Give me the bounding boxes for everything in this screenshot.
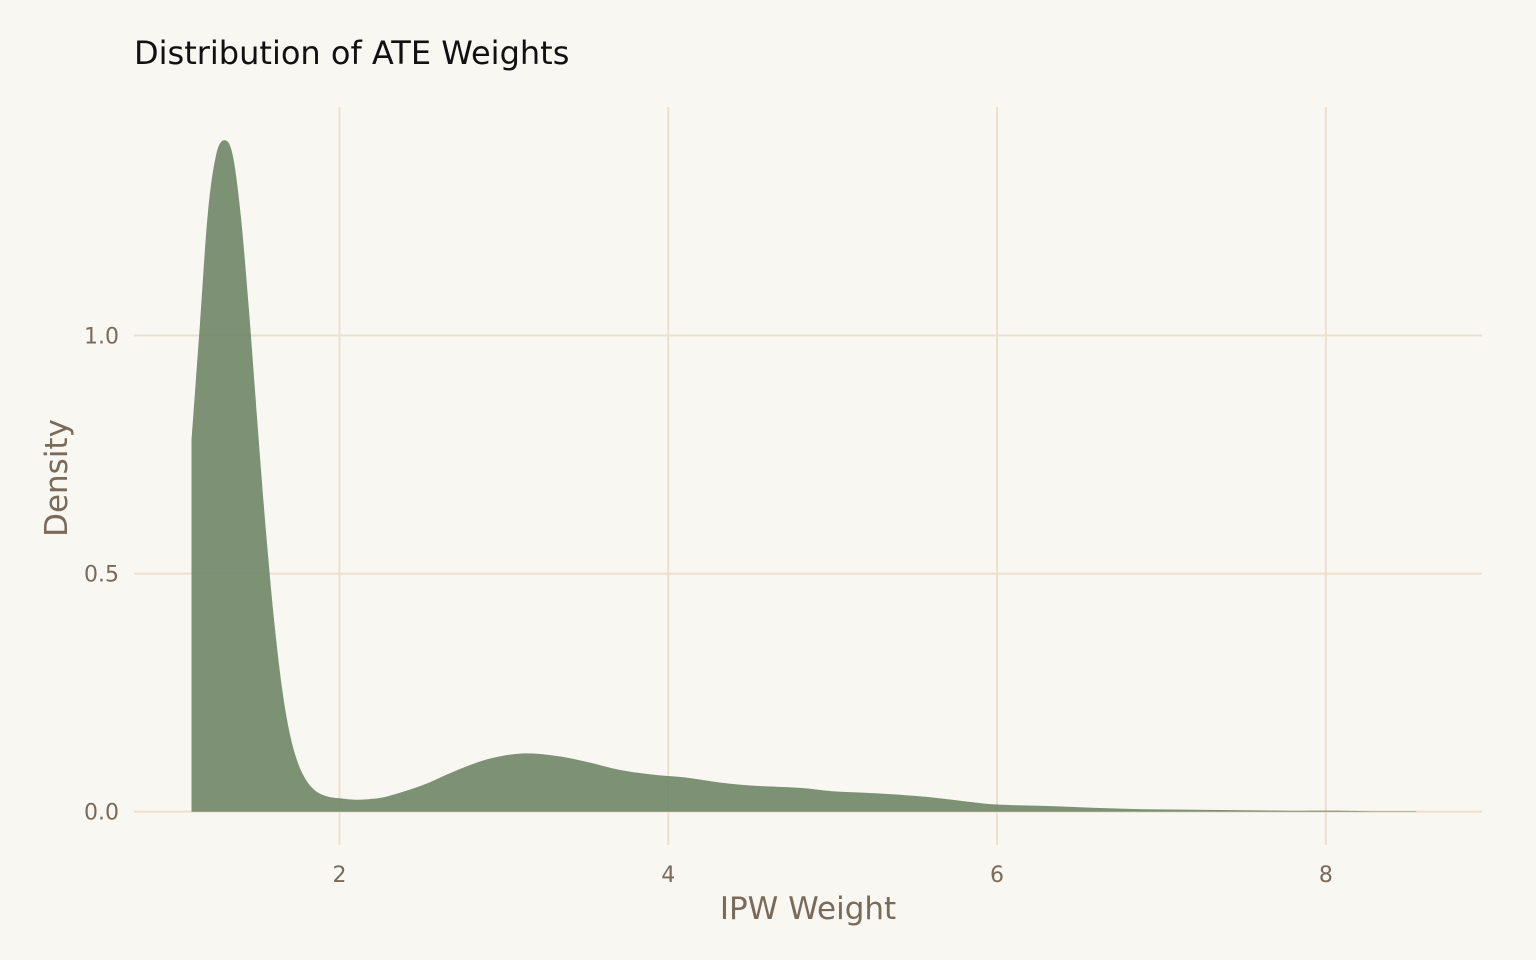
y-tick-label: 0.5 bbox=[84, 563, 119, 588]
grid-layer bbox=[134, 107, 1482, 845]
x-tick-label: 2 bbox=[332, 863, 346, 888]
density-area bbox=[191, 140, 1417, 812]
x-axis-label: IPW Weight bbox=[720, 891, 896, 927]
area-layer bbox=[191, 140, 1417, 812]
y-tick-label: 1.0 bbox=[84, 325, 119, 350]
y-axis-label: Density bbox=[39, 419, 75, 537]
chart-title: Distribution of ATE Weights bbox=[134, 34, 570, 72]
x-tick-labels: 2 4 6 8 bbox=[332, 863, 1332, 888]
x-tick-label: 6 bbox=[990, 863, 1004, 888]
x-tick-label: 4 bbox=[661, 863, 675, 888]
x-tick-label: 8 bbox=[1319, 863, 1333, 888]
y-tick-label: 0.0 bbox=[84, 801, 119, 826]
y-tick-labels: 0.0 0.5 1.0 bbox=[84, 325, 119, 826]
